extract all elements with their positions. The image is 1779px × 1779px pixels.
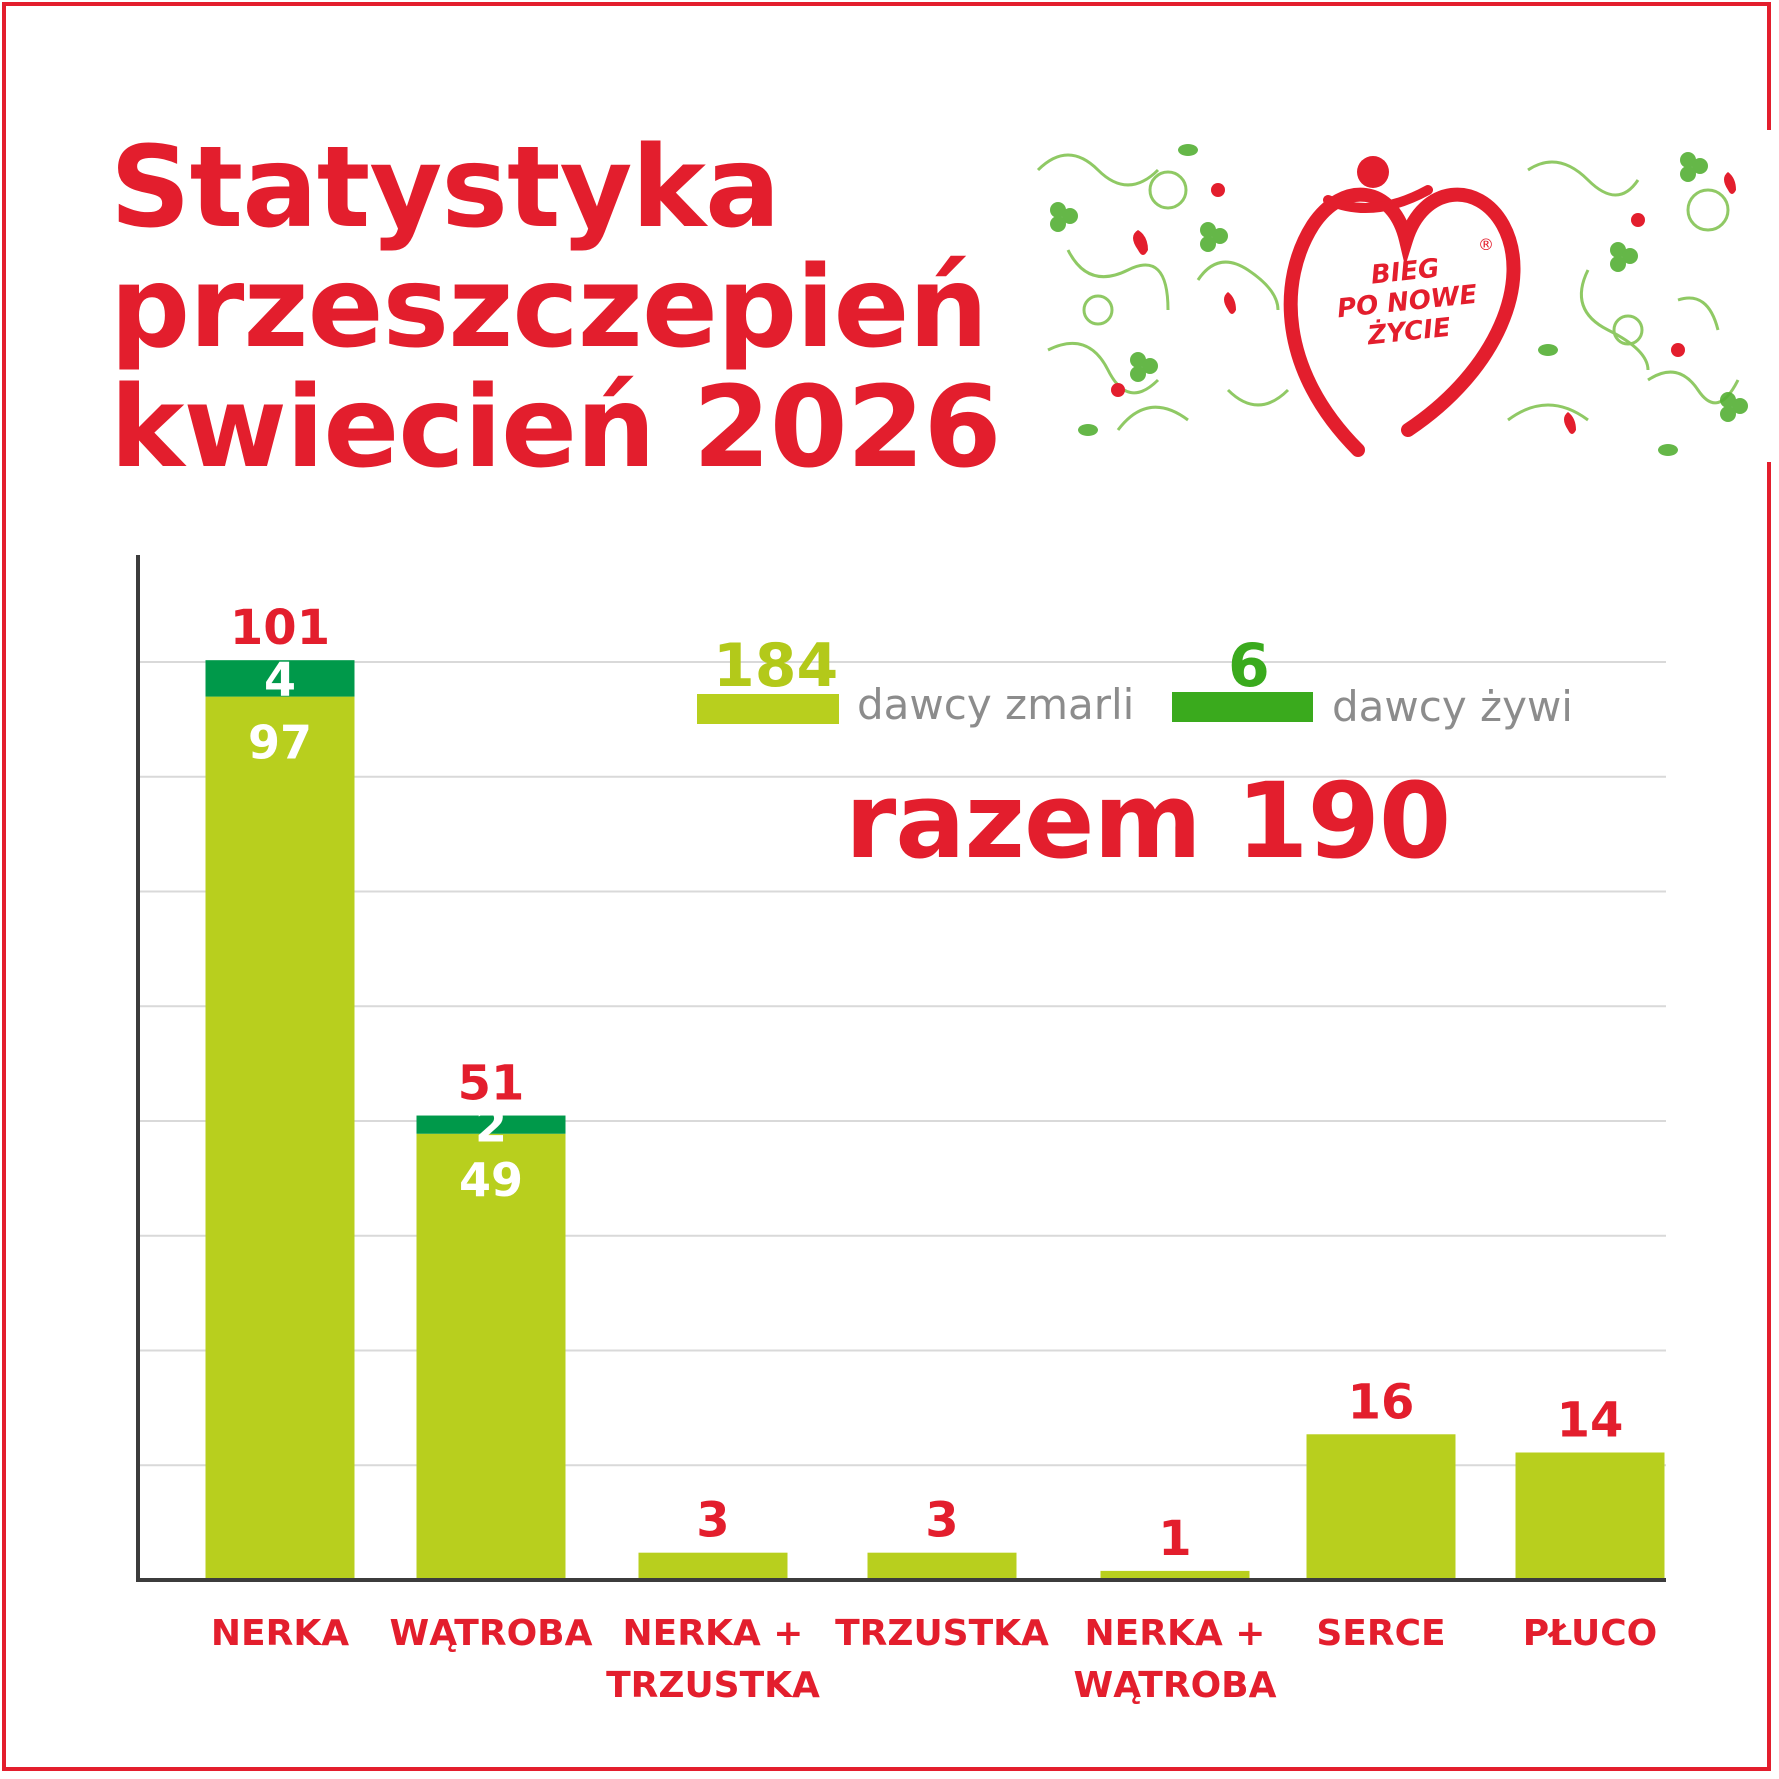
chart-bars	[205, 660, 1665, 1580]
chart-labels: 4 97 101 NERKA 249 51 WĄTROBA 3 NERKA + TRZUSTKA 3…	[211, 600, 1657, 1706]
category-label-4: WĄTROBA	[1074, 1665, 1277, 1706]
legend-living-count: 6	[1228, 631, 1270, 701]
bar-deceased-label-0: 97	[248, 716, 312, 770]
bar-total-label-0: 101	[230, 600, 330, 656]
title-line-1: Statystyka	[110, 123, 781, 253]
category-label-2: TRZUSTKA	[606, 1665, 820, 1706]
title-line-2: przeszczepień	[110, 243, 988, 373]
chart-grid	[138, 661, 1666, 1467]
bar-living-label-1: 2	[475, 1099, 507, 1153]
bar-total-label-4: 1	[1158, 1511, 1191, 1567]
bar-total-label-5: 16	[1348, 1374, 1415, 1430]
category-label-3: TRZUSTKA	[835, 1613, 1049, 1654]
bar-deceased-2	[638, 1552, 788, 1580]
category-label-0: NERKA	[211, 1613, 349, 1654]
legend-deceased-count: 184	[713, 631, 839, 701]
category-label-6: PŁUCO	[1523, 1613, 1657, 1654]
bar-living-0	[205, 660, 355, 697]
legend-deceased-swatch	[697, 694, 839, 724]
category-label-5: SERCE	[1316, 1613, 1445, 1654]
legend-living-swatch	[1172, 692, 1313, 722]
legend-living-label: dawcy żywi	[1332, 682, 1573, 731]
bar-total-label-3: 3	[925, 1493, 958, 1549]
logo-registered-mark: ®	[1478, 235, 1494, 254]
page-title: Statystyka przeszczepień kwiecień 2026	[110, 128, 1001, 488]
legend-deceased-label: dawcy zmarli	[857, 680, 1135, 729]
bieg-po-nowe-zycie-logo: BIEG PO NOWE ŻYCIE ®	[1028, 130, 1773, 462]
bar-deceased-4	[1100, 1570, 1250, 1580]
category-label-1: WĄTROBA	[390, 1613, 593, 1654]
bar-deceased-6	[1515, 1452, 1665, 1580]
category-label-4: NERKA +	[1085, 1613, 1266, 1654]
bar-deceased-0	[205, 696, 355, 1580]
title-line-3: kwiecień 2026	[110, 363, 1001, 493]
total-count: razem 190	[845, 760, 1451, 882]
bar-deceased-5	[1306, 1434, 1456, 1580]
bar-deceased-label-1: 49	[459, 1153, 523, 1207]
category-label-2: NERKA +	[623, 1613, 804, 1654]
bar-total-label-2: 3	[696, 1493, 729, 1549]
bar-total-label-6: 14	[1557, 1393, 1624, 1449]
bar-deceased-1	[416, 1133, 566, 1580]
bar-total-label-1: 51	[458, 1056, 525, 1112]
bar-deceased-3	[867, 1552, 1017, 1580]
logo-text-line-1: BIEG	[1369, 254, 1440, 291]
bar-living-1	[416, 1115, 566, 1134]
chart-axes	[136, 555, 1666, 1582]
bar-living-label-0: 4	[264, 652, 296, 706]
